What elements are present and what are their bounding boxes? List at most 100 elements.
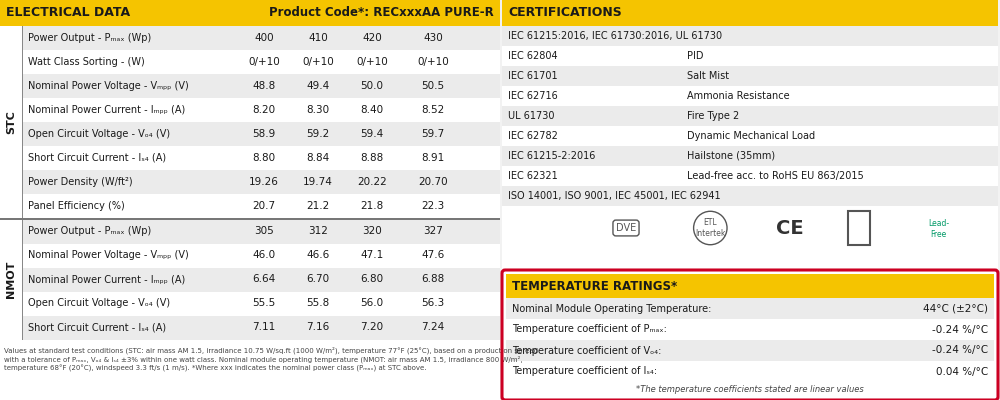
Text: 56.0: 56.0 <box>360 298 384 308</box>
Bar <box>502 106 998 126</box>
Text: 20.22: 20.22 <box>357 177 387 187</box>
Bar <box>22 74 500 98</box>
Text: 6.88: 6.88 <box>421 274 445 284</box>
Bar <box>506 274 994 396</box>
Text: 327: 327 <box>423 226 443 236</box>
Text: 8.52: 8.52 <box>421 105 445 115</box>
Bar <box>0 26 22 218</box>
Text: 6.70: 6.70 <box>306 274 330 284</box>
Text: Nominal Power Voltage - Vₘₚₚ (V): Nominal Power Voltage - Vₘₚₚ (V) <box>28 250 189 260</box>
Bar <box>22 122 500 146</box>
Text: 46.6: 46.6 <box>306 250 330 260</box>
Bar <box>22 316 500 340</box>
Bar <box>502 186 998 206</box>
Bar <box>502 126 998 146</box>
Text: ISO 14001, ISO 9001, IEC 45001, IEC 62941: ISO 14001, ISO 9001, IEC 45001, IEC 6294… <box>508 191 721 201</box>
Text: Nominal Power Current - Iₘₚₚ (A): Nominal Power Current - Iₘₚₚ (A) <box>28 274 185 284</box>
Text: IEC 61215:2016, IEC 61730:2016, UL 61730: IEC 61215:2016, IEC 61730:2016, UL 61730 <box>508 31 722 41</box>
Text: -0.24 %/°C: -0.24 %/°C <box>932 324 988 334</box>
Bar <box>0 0 500 26</box>
Text: 19.26: 19.26 <box>249 177 279 187</box>
Text: 56.3: 56.3 <box>421 298 445 308</box>
Text: IEC 62782: IEC 62782 <box>508 131 558 141</box>
Text: TEMPERATURE RATINGS*: TEMPERATURE RATINGS* <box>512 280 677 292</box>
Text: temperature 68°F (20°C), windspeed 3.3 ft/s (1 m/s). *Where xxx indicates the no: temperature 68°F (20°C), windspeed 3.3 f… <box>4 364 426 372</box>
Text: Power Output - Pₘₐₓ (Wp): Power Output - Pₘₐₓ (Wp) <box>28 226 151 236</box>
Text: 47.1: 47.1 <box>360 250 384 260</box>
Bar <box>22 146 500 170</box>
Text: 0/+10: 0/+10 <box>417 57 449 67</box>
Text: 8.84: 8.84 <box>306 153 330 163</box>
Bar <box>506 340 994 361</box>
Text: 0.04 %/°C: 0.04 %/°C <box>936 366 988 376</box>
Bar <box>502 0 998 400</box>
Bar <box>22 50 500 74</box>
Text: 8.88: 8.88 <box>360 153 384 163</box>
Text: Temperature coefficient of Iₛ₄:: Temperature coefficient of Iₛ₄: <box>512 366 657 376</box>
Text: Nominal Power Voltage - Vₘₚₚ (V): Nominal Power Voltage - Vₘₚₚ (V) <box>28 81 189 91</box>
Text: 59.7: 59.7 <box>421 129 445 139</box>
Text: 7.24: 7.24 <box>421 322 445 332</box>
Text: IEC 62321: IEC 62321 <box>508 171 558 181</box>
Text: 7.20: 7.20 <box>360 322 384 332</box>
Text: Open Circuit Voltage - Vₒ₄ (V): Open Circuit Voltage - Vₒ₄ (V) <box>28 129 170 139</box>
Text: 59.2: 59.2 <box>306 129 330 139</box>
Text: 22.3: 22.3 <box>421 201 445 211</box>
Text: Temperature coefficient of Vₒ₄:: Temperature coefficient of Vₒ₄: <box>512 346 661 356</box>
Bar <box>22 292 500 316</box>
Text: 44°C (±2°C): 44°C (±2°C) <box>923 304 988 314</box>
Bar <box>22 170 500 194</box>
Bar <box>0 220 22 340</box>
Text: 20.70: 20.70 <box>418 177 448 187</box>
Text: 50.0: 50.0 <box>360 81 384 91</box>
Bar <box>502 26 998 46</box>
Text: 410: 410 <box>308 33 328 43</box>
Bar <box>506 382 994 396</box>
Text: with a tolerance of Pₘₐₓ, Vₒ₄ & Iₛ₄ ±3% within one watt class. Nominal module op: with a tolerance of Pₘₐₓ, Vₒ₄ & Iₛ₄ ±3% … <box>4 356 523 363</box>
Text: IEC 61701: IEC 61701 <box>508 71 558 81</box>
Bar <box>502 46 998 66</box>
Text: *The temperature coefficients stated are linear values: *The temperature coefficients stated are… <box>636 384 864 394</box>
Text: 55.5: 55.5 <box>252 298 276 308</box>
Bar <box>506 319 994 340</box>
Text: PID: PID <box>687 51 704 61</box>
Text: Dynamic Mechanical Load: Dynamic Mechanical Load <box>687 131 815 141</box>
Bar <box>506 274 994 298</box>
Bar <box>502 86 998 106</box>
Text: ETL
Intertek: ETL Intertek <box>695 218 726 238</box>
Text: 420: 420 <box>362 33 382 43</box>
Text: Product Code*: RECxxxAA PURE-R: Product Code*: RECxxxAA PURE-R <box>269 6 494 20</box>
Text: 320: 320 <box>362 226 382 236</box>
Bar <box>506 361 994 382</box>
Text: 7.11: 7.11 <box>252 322 276 332</box>
Bar <box>0 0 500 400</box>
Text: Lead-free acc. to RoHS EU 863/2015: Lead-free acc. to RoHS EU 863/2015 <box>687 171 864 181</box>
Text: 8.40: 8.40 <box>360 105 384 115</box>
Text: Power Output - Pₘₐₓ (Wp): Power Output - Pₘₐₓ (Wp) <box>28 33 151 43</box>
Text: DVE: DVE <box>616 223 636 233</box>
Text: 48.8: 48.8 <box>252 81 276 91</box>
Text: 47.6: 47.6 <box>421 250 445 260</box>
Text: 49.4: 49.4 <box>306 81 330 91</box>
Text: 6.80: 6.80 <box>360 274 384 284</box>
Text: NMOT: NMOT <box>6 261 16 298</box>
Text: 19.74: 19.74 <box>303 177 333 187</box>
Text: 430: 430 <box>423 33 443 43</box>
Text: Salt Mist: Salt Mist <box>687 71 729 81</box>
Text: Nominal Module Operating Temperature:: Nominal Module Operating Temperature: <box>512 304 711 314</box>
Bar <box>22 194 500 218</box>
Text: Open Circuit Voltage - Vₒ₄ (V): Open Circuit Voltage - Vₒ₄ (V) <box>28 298 170 308</box>
Text: CERTIFICATIONS: CERTIFICATIONS <box>508 6 622 20</box>
Text: Panel Efficiency (%): Panel Efficiency (%) <box>28 201 125 211</box>
Bar <box>0 218 500 220</box>
Text: Ammonia Resistance: Ammonia Resistance <box>687 91 790 101</box>
Text: CE: CE <box>776 218 803 238</box>
Bar <box>22 268 500 292</box>
Text: 312: 312 <box>308 226 328 236</box>
Text: Short Circuit Current - Iₛ₄ (A): Short Circuit Current - Iₛ₄ (A) <box>28 322 166 332</box>
Text: Values at standard test conditions (STC: air mass AM 1.5, irradiance 10.75 W/sq.: Values at standard test conditions (STC:… <box>4 346 538 354</box>
Text: IEC 62804: IEC 62804 <box>508 51 558 61</box>
Text: 305: 305 <box>254 226 274 236</box>
Bar <box>502 166 998 186</box>
Text: 8.91: 8.91 <box>421 153 445 163</box>
